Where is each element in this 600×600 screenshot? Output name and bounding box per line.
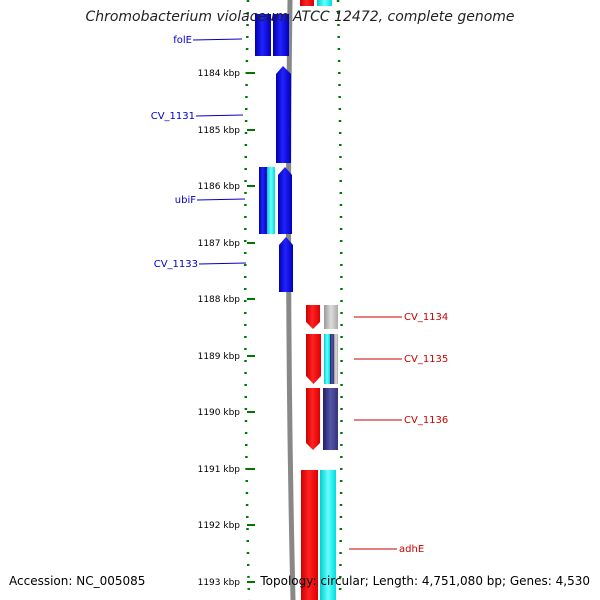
- gene-cv1131: [276, 66, 291, 163]
- gene-cv1133: [279, 237, 293, 292]
- gene-label-adhe[interactable]: adhE: [399, 544, 424, 555]
- dotted-ring-left: [243, 0, 251, 600]
- gene-label-cv-1135[interactable]: CV_1135: [404, 354, 448, 365]
- gene-label-ubif[interactable]: ubiF: [175, 195, 196, 206]
- ruler: 1184 kbp 1185 kbp 1186 kbp 1187 kbp 1188 kbp…: [198, 69, 255, 588]
- gene-cv1135-cog-navy: [330, 334, 334, 384]
- gene-fole: [273, 14, 289, 56]
- gene-cv1135-cog-gray: [334, 334, 338, 384]
- gene-cv1134-cog: [324, 305, 338, 329]
- gene-callout-line: [192, 38, 243, 41]
- gene-label-cv-1131[interactable]: CV_1131: [151, 111, 195, 122]
- gene-cv1134: [306, 305, 320, 329]
- gene-ubif-cog-cyan: [267, 167, 275, 234]
- gene-fole-cog: [255, 14, 271, 56]
- gene-callout-line: [198, 262, 247, 265]
- accession-text: Accession: NC_005085: [9, 574, 146, 588]
- genome-title: Chromobacterium violaceum ATCC 12472, co…: [85, 9, 515, 25]
- ruler-tick-label: 1185 kbp: [198, 126, 241, 136]
- gene-cv1135: [306, 334, 321, 384]
- ruler-tick-label: 1191 kbp: [198, 465, 241, 475]
- gene-top-cyan: [317, 0, 332, 6]
- gene-callout-line: [196, 198, 246, 201]
- ruler-tick-label: 1186 kbp: [198, 182, 241, 192]
- gene-callout-line: [195, 114, 244, 117]
- ruler-tick-label: 1188 kbp: [198, 295, 241, 305]
- genome-summary-text: Topology: circular; Length: 4,751,080 bp…: [260, 574, 590, 588]
- gene-adhe: [301, 470, 318, 600]
- gene-adhe-cog: [320, 470, 336, 600]
- ruler-tick-label: 1193 kbp: [198, 578, 241, 588]
- ruler-tick-label: 1184 kbp: [198, 69, 241, 79]
- gene-label-cv-1136[interactable]: CV_1136: [404, 415, 448, 426]
- ruler-tick-label: 1192 kbp: [198, 521, 241, 531]
- gene-label-cv-1133[interactable]: CV_1133: [154, 259, 198, 270]
- gene-cv1136-cog: [323, 388, 338, 450]
- gene-label-cv-1134[interactable]: CV_1134: [404, 312, 448, 323]
- gene-cv1135-cog-cyan: [324, 334, 330, 384]
- ruler-tick-label: 1190 kbp: [198, 408, 241, 418]
- ruler-tick-label: 1187 kbp: [198, 239, 241, 249]
- gene-top-red: [300, 0, 314, 6]
- gene-ubif: [278, 167, 292, 234]
- gene-labels: folE CV_1131 ubiF CV_1133 CV_1134 CV_1135 CV_1…: [151, 35, 449, 555]
- dotted-ring-right: [336, 0, 343, 600]
- gene-ubif-cog-blue: [259, 167, 267, 234]
- gene-cv1136: [306, 388, 320, 450]
- ruler-tick-label: 1189 kbp: [198, 352, 241, 362]
- gene-label-fole[interactable]: folE: [173, 35, 192, 46]
